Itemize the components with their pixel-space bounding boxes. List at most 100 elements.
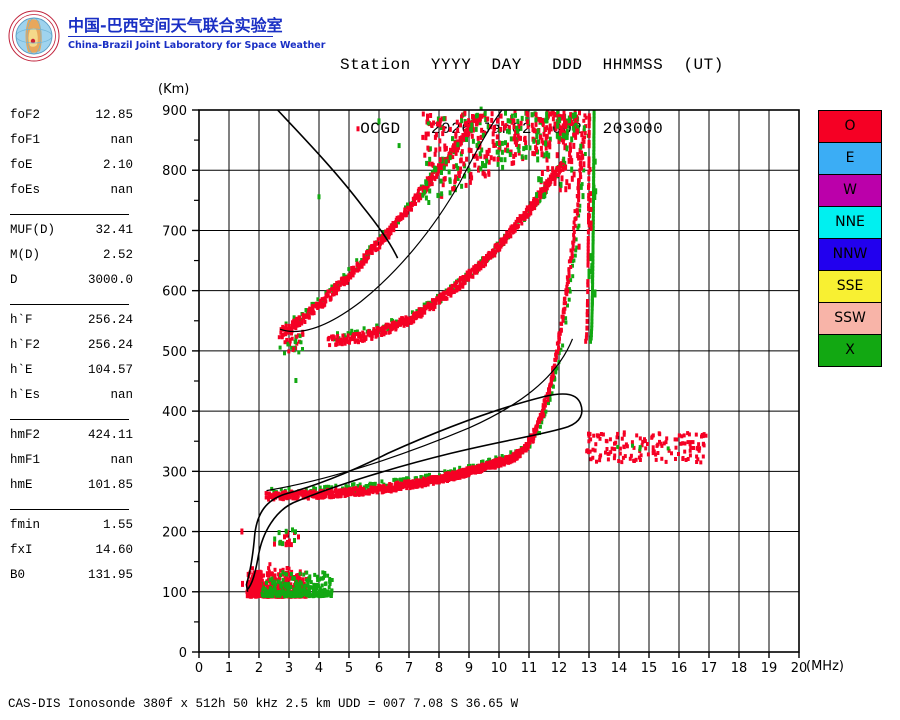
param-row: foF1 nan: [8, 133, 133, 158]
x-tick-label: 13: [581, 661, 598, 676]
param-value: 424.11: [87, 428, 133, 442]
param-row: h`F 256.24: [8, 313, 133, 338]
y-tick-label: 700: [162, 224, 187, 239]
param-row: h`E 104.57: [8, 363, 133, 388]
param-divider: [10, 214, 129, 215]
header-labels: Station YYYY DAY DDD HHMMSS (UT): [340, 56, 724, 74]
x-tick-label: 10: [491, 661, 508, 676]
legend-item-w[interactable]: W: [819, 175, 881, 207]
param-row: foEs nan: [8, 183, 133, 208]
param-value: nan: [110, 453, 133, 467]
param-name: M(D): [10, 248, 41, 262]
logo-title-cn: 中国-巴西空间天气联合实验室: [68, 16, 283, 35]
x-tick-label: 12: [551, 661, 568, 676]
param-value: nan: [110, 183, 133, 197]
legend-item-ssw[interactable]: SSW: [819, 303, 881, 335]
param-value: 3000.0: [87, 273, 133, 287]
param-value: 12.85: [95, 108, 133, 122]
param-name: B0: [10, 568, 26, 582]
param-name: fmin: [10, 518, 41, 532]
param-row: M(D) 2.52: [8, 248, 133, 273]
legend-item-x[interactable]: X: [819, 335, 881, 366]
param-name: MUF(D): [10, 223, 56, 237]
param-value: 2.10: [102, 158, 133, 172]
axis-ticks: 0 1 2 3 4 5 6 7 8 9 10 11 12 13 14 15 16 17 18 19 2001002003…: [162, 104, 807, 676]
x-tick-label: 6: [375, 661, 383, 676]
y-tick-label: 200: [162, 526, 187, 541]
param-row: foE 2.10: [8, 158, 133, 183]
param-row: B0 131.95: [8, 568, 133, 593]
param-value: nan: [110, 388, 133, 402]
param-value: 104.57: [87, 363, 133, 377]
param-name: foE: [10, 158, 33, 172]
param-name: fxI: [10, 543, 33, 557]
param-value: nan: [110, 133, 133, 147]
x-tick-label: 9: [465, 661, 473, 676]
globe-icon: [8, 10, 60, 62]
param-value: 101.85: [87, 478, 133, 492]
param-value: 14.60: [95, 543, 133, 557]
legend-item-e[interactable]: E: [819, 143, 881, 175]
param-name: hmF1: [10, 453, 41, 467]
y-tick-label: 600: [162, 285, 187, 300]
param-row: D 3000.0: [8, 273, 133, 298]
param-row: h`Es nan: [8, 388, 133, 413]
param-row: MUF(D) 32.41: [8, 223, 133, 248]
param-row: fxI 14.60: [8, 543, 133, 568]
param-value: 256.24: [87, 313, 133, 327]
x-tick-label: 0: [195, 661, 203, 676]
param-name: foEs: [10, 183, 41, 197]
y-tick-label: 400: [162, 405, 187, 420]
param-value: 32.41: [95, 223, 133, 237]
y-tick-label: 300: [162, 465, 187, 480]
y-tick-label: 900: [162, 104, 187, 119]
param-value: 256.24: [87, 338, 133, 352]
parameter-panel: foF2 12.85 foF1 nan foE 2.10 foEs nan MUF(D) 32.4…: [8, 108, 133, 593]
param-name: foF1: [10, 133, 41, 147]
x-axis-unit: (MHz): [806, 659, 844, 674]
x-tick-label: 18: [731, 661, 748, 676]
param-divider: [10, 304, 129, 305]
x-tick-label: 1: [225, 661, 233, 676]
legend-item-sse[interactable]: SSE: [819, 271, 881, 303]
y-tick-label: 100: [162, 586, 187, 601]
param-value: 1.55: [102, 518, 133, 532]
param-row: foF2 12.85: [8, 108, 133, 133]
x-tick-label: 11: [521, 661, 538, 676]
x-tick-label: 2: [255, 661, 263, 676]
true-height-profile: [245, 109, 583, 592]
param-divider: [10, 419, 129, 420]
y-axis-unit: (Km): [158, 82, 190, 97]
x-tick-label: 17: [701, 661, 718, 676]
param-value: 2.52: [102, 248, 133, 262]
logo-title-en: China-Brazil Joint Laboratory for Space …: [68, 40, 326, 51]
param-name: D: [10, 273, 18, 287]
param-row: hmF1 nan: [8, 453, 133, 478]
lab-logo: 中国-巴西空间天气联合实验室 China-Brazil Joint Labora…: [8, 8, 325, 66]
legend-item-o[interactable]: O: [819, 111, 881, 143]
instrument-footer: CAS-DIS Ionosonde 380f x 512h 50 kHz 2.5…: [8, 697, 519, 711]
legend-item-nnw[interactable]: NNW: [819, 239, 881, 271]
param-name: hmF2: [10, 428, 41, 442]
param-value: 131.95: [87, 568, 133, 582]
x-tick-label: 14: [611, 661, 628, 676]
x-tick-label: 3: [285, 661, 293, 676]
y-tick-label: 0: [179, 646, 187, 661]
param-name: h`F: [10, 313, 33, 327]
y-tick-label: 500: [162, 345, 187, 360]
x-tick-label: 5: [345, 661, 353, 676]
param-name: h`F2: [10, 338, 41, 352]
x-tick-label: 4: [315, 661, 323, 676]
legend-item-nne[interactable]: NNE: [819, 207, 881, 239]
x-tick-label: 20: [791, 661, 808, 676]
param-name: h`E: [10, 363, 33, 377]
param-row: hmF2 424.11: [8, 428, 133, 453]
param-name: foF2: [10, 108, 41, 122]
param-name: h`Es: [10, 388, 41, 402]
logo-divider: [68, 36, 273, 37]
param-divider: [10, 509, 129, 510]
param-row: hmE 101.85: [8, 478, 133, 503]
x-tick-label: 15: [641, 661, 658, 676]
